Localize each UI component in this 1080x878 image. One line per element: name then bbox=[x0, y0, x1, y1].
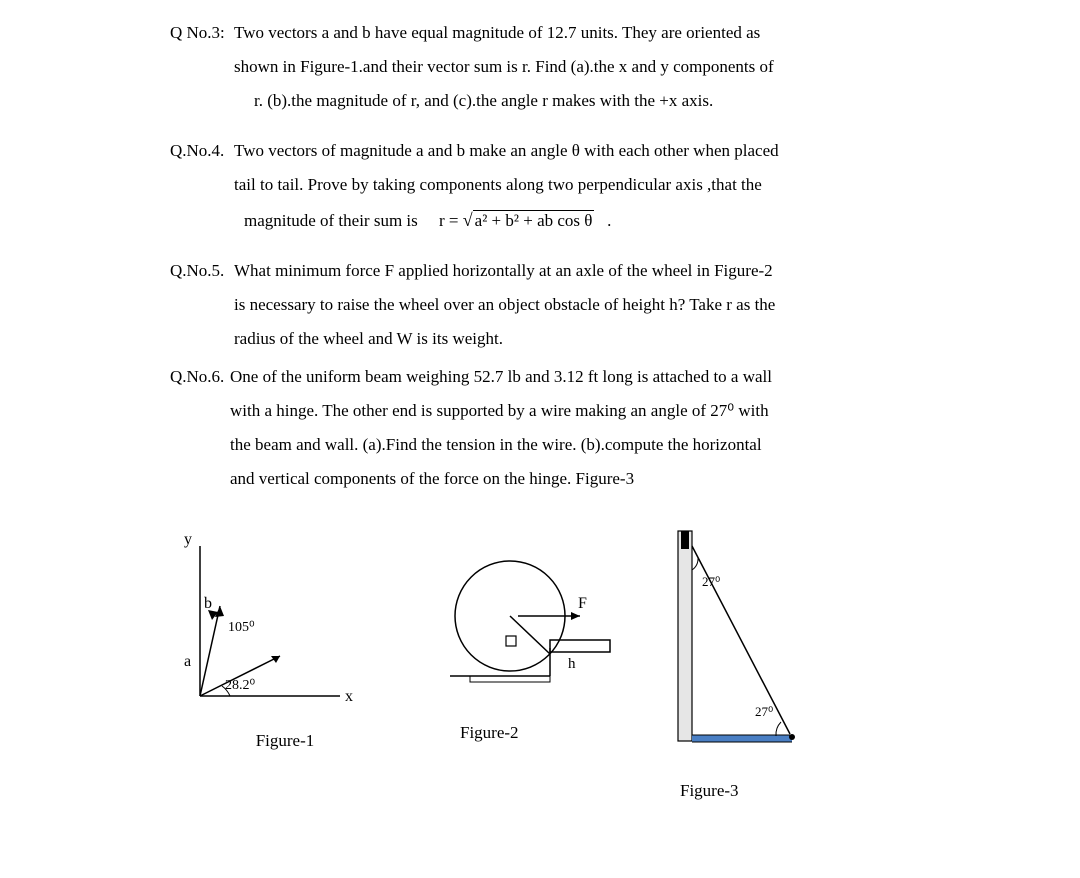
fig1-b-label: b bbox=[204, 595, 212, 612]
q4-line1: Two vectors of magnitude a and b make an… bbox=[234, 141, 779, 160]
q3-line1: Two vectors a and b have equal magnitude… bbox=[234, 23, 760, 42]
figure-3-svg: 27⁰ 27⁰ bbox=[660, 526, 840, 786]
fig2-F-label: F bbox=[578, 595, 587, 612]
figure-2-svg: F h bbox=[430, 536, 650, 736]
q4-formula-prefix: r = bbox=[439, 211, 463, 230]
q4-line3b: . bbox=[607, 211, 611, 230]
q5-line1: What minimum force F applied horizontall… bbox=[234, 261, 773, 280]
q3-line2: shown in Figure-1.and their vector sum i… bbox=[234, 57, 774, 76]
question-6: Q.No.6. One of the uniform beam weighing… bbox=[170, 360, 980, 496]
figure-1-svg: y x b a 105⁰ 28.2⁰ bbox=[170, 526, 370, 756]
q3-line3: r. (b).the magnitude of r, and (c).the a… bbox=[234, 84, 713, 118]
q5-line3: radius of the wheel and W is its weight. bbox=[234, 329, 503, 348]
q4-line2: tail to tail. Prove by taking components… bbox=[234, 175, 762, 194]
question-5: Q.No.5. What minimum force F applied hor… bbox=[170, 254, 980, 356]
q4-formula-radicand: a² + b² + ab cos θ bbox=[473, 210, 595, 230]
q6-label: Q.No.6. bbox=[170, 360, 224, 394]
fig1-x-label: x bbox=[345, 688, 353, 705]
fig3-angle-bottom: 27⁰ bbox=[755, 704, 773, 719]
q6-line2: with a hinge. The other end is supported… bbox=[230, 401, 769, 420]
fig2-h-label: h bbox=[568, 656, 576, 672]
figure-2: F h Figure-2 bbox=[430, 536, 650, 743]
fig1-angle-bottom: 28.2⁰ bbox=[225, 678, 256, 693]
q3-label: Q No.3: bbox=[170, 16, 225, 50]
figures-row: y x b a 105⁰ 28.2⁰ Figure-1 bbox=[170, 526, 980, 826]
q6-line4: and vertical components of the force on … bbox=[230, 469, 634, 488]
q4-formula: r = √a² + b² + ab cos θ bbox=[439, 211, 599, 230]
fig1-angle-top: 105⁰ bbox=[228, 620, 255, 635]
q4-label: Q.No.4. bbox=[170, 134, 224, 168]
q5-line2: is necessary to raise the wheel over an … bbox=[234, 295, 775, 314]
question-3: Q No.3: Two vectors a and b have equal m… bbox=[170, 16, 980, 118]
question-4: Q.No.4. Two vectors of magnitude a and b… bbox=[170, 134, 980, 238]
q6-line1: One of the uniform beam weighing 52.7 lb… bbox=[230, 367, 772, 386]
figure-3: 27⁰ 27⁰ Figure-3 bbox=[660, 526, 840, 801]
q5-label: Q.No.5. bbox=[170, 254, 224, 288]
fig1-y-label: y bbox=[184, 531, 192, 548]
fig1-a-label: a bbox=[184, 653, 191, 670]
q6-line3: the beam and wall. (a).Find the tension … bbox=[230, 435, 762, 454]
fig3-angle-top: 27⁰ bbox=[702, 574, 720, 589]
page-content: Q No.3: Two vectors a and b have equal m… bbox=[0, 0, 1080, 826]
q4-line3a: magnitude of their sum is bbox=[234, 204, 418, 238]
figure-1: y x b a 105⁰ 28.2⁰ Figure-1 bbox=[170, 526, 370, 751]
